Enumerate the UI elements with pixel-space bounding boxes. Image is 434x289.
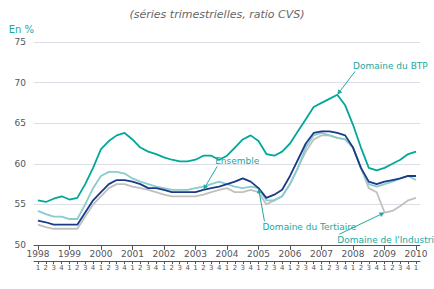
- svg-text:2: 2: [327, 264, 331, 272]
- svg-text:3: 3: [398, 264, 402, 272]
- svg-text:3: 3: [209, 264, 213, 272]
- svg-text:2007: 2007: [310, 249, 333, 259]
- svg-text:2002: 2002: [153, 249, 176, 259]
- svg-text:4: 4: [406, 264, 411, 272]
- svg-text:4: 4: [122, 264, 127, 272]
- svg-text:2: 2: [107, 264, 111, 272]
- svg-text:1: 1: [36, 264, 40, 272]
- svg-text:70: 70: [15, 78, 27, 88]
- svg-text:Domaine du Tertiaire: Domaine du Tertiaire: [262, 222, 356, 232]
- svg-text:4: 4: [185, 264, 190, 272]
- svg-text:2: 2: [75, 264, 79, 272]
- svg-text:55: 55: [15, 199, 26, 209]
- svg-text:2: 2: [264, 264, 268, 272]
- svg-text:4: 4: [59, 264, 64, 272]
- svg-text:1: 1: [288, 264, 292, 272]
- svg-text:4: 4: [280, 264, 285, 272]
- svg-text:3: 3: [83, 264, 87, 272]
- svg-text:2: 2: [359, 264, 363, 272]
- svg-text:3: 3: [304, 264, 308, 272]
- svg-text:2: 2: [390, 264, 394, 272]
- svg-text:2: 2: [201, 264, 205, 272]
- svg-text:1: 1: [130, 264, 134, 272]
- svg-text:1: 1: [162, 264, 166, 272]
- svg-text:4: 4: [217, 264, 222, 272]
- svg-text:2: 2: [170, 264, 174, 272]
- svg-text:4: 4: [343, 264, 348, 272]
- svg-text:75: 75: [15, 37, 26, 47]
- svg-text:1: 1: [414, 264, 418, 272]
- svg-text:2008: 2008: [342, 249, 365, 259]
- svg-text:3: 3: [272, 264, 276, 272]
- svg-text:Domaine du BTP: Domaine du BTP: [353, 61, 428, 71]
- svg-text:2003: 2003: [184, 249, 207, 259]
- svg-text:Domaine de l'Industrie: Domaine de l'Industrie: [337, 235, 434, 245]
- svg-text:2000: 2000: [90, 249, 113, 259]
- svg-text:3: 3: [146, 264, 150, 272]
- svg-text:1: 1: [193, 264, 197, 272]
- svg-text:1: 1: [225, 264, 229, 272]
- svg-text:2: 2: [296, 264, 300, 272]
- svg-text:2: 2: [233, 264, 237, 272]
- svg-text:Ensemble: Ensemble: [215, 156, 260, 166]
- svg-text:4: 4: [91, 264, 96, 272]
- svg-text:En %: En %: [9, 24, 34, 35]
- svg-text:2005: 2005: [247, 249, 270, 259]
- svg-text:1: 1: [351, 264, 355, 272]
- svg-text:4: 4: [374, 264, 379, 272]
- svg-text:65: 65: [15, 118, 26, 128]
- svg-text:60: 60: [15, 159, 27, 169]
- svg-text:2010: 2010: [405, 249, 428, 259]
- svg-text:3: 3: [367, 264, 371, 272]
- svg-text:3: 3: [241, 264, 245, 272]
- svg-text:3: 3: [51, 264, 55, 272]
- svg-text:2: 2: [44, 264, 48, 272]
- svg-text:2: 2: [138, 264, 142, 272]
- svg-text:1: 1: [99, 264, 103, 272]
- svg-text:1: 1: [67, 264, 71, 272]
- svg-text:4: 4: [154, 264, 159, 272]
- svg-text:1: 1: [319, 264, 323, 272]
- svg-text:2009: 2009: [373, 249, 396, 259]
- svg-text:4: 4: [311, 264, 316, 272]
- svg-text:1: 1: [382, 264, 386, 272]
- svg-text:2004: 2004: [216, 249, 239, 259]
- svg-text:1: 1: [256, 264, 260, 272]
- svg-text:2001: 2001: [121, 249, 144, 259]
- svg-text:4: 4: [248, 264, 253, 272]
- svg-text:1998: 1998: [26, 249, 49, 259]
- svg-text:3: 3: [178, 264, 182, 272]
- svg-text:2006: 2006: [279, 249, 302, 259]
- svg-text:50: 50: [15, 240, 27, 250]
- svg-text:3: 3: [114, 264, 118, 272]
- svg-text:3: 3: [335, 264, 339, 272]
- svg-text:1999: 1999: [58, 249, 81, 259]
- svg-text:(séries trimestrielles, ratio: (séries trimestrielles, ratio CVS): [129, 8, 304, 21]
